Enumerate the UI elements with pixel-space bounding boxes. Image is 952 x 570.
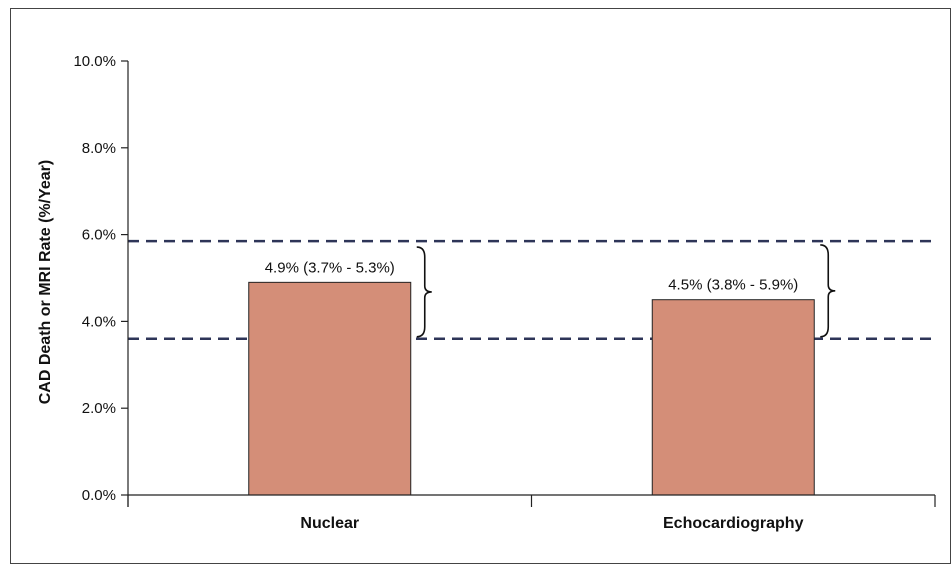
data-label: 4.9% (3.7% - 5.3%) — [265, 259, 395, 276]
bar — [651, 299, 815, 496]
y-tick-label: 2.0% — [82, 400, 116, 417]
y-axis-title: CAD Death or MRI Rate (%/Year) — [37, 160, 54, 405]
y-tick-label: 4.0% — [82, 313, 116, 330]
ci-brace — [416, 246, 432, 338]
y-tick-label: 0.0% — [82, 487, 116, 504]
y-tick-label: 10.0% — [73, 53, 116, 70]
bars — [248, 281, 815, 496]
ci-braces — [416, 244, 836, 338]
x-tick-label: Nuclear — [300, 515, 359, 532]
bar — [248, 281, 412, 496]
chart-frame — [10, 8, 951, 564]
data-labels: 4.9% (3.7% - 5.3%) 4.5% (3.8% - 5.9%) — [265, 259, 799, 293]
ci-brace — [820, 244, 836, 338]
x-ticks: Nuclear Echocardiography — [127, 495, 936, 532]
y-tick-label: 6.0% — [82, 227, 116, 244]
y-tick-label: 8.0% — [82, 140, 116, 157]
y-ticks: 0.0% 2.0% 4.0% 6.0% 8.0% 10.0% — [73, 53, 128, 504]
x-tick-label: Echocardiography — [663, 515, 804, 532]
data-label: 4.5% (3.8% - 5.9%) — [668, 277, 798, 294]
